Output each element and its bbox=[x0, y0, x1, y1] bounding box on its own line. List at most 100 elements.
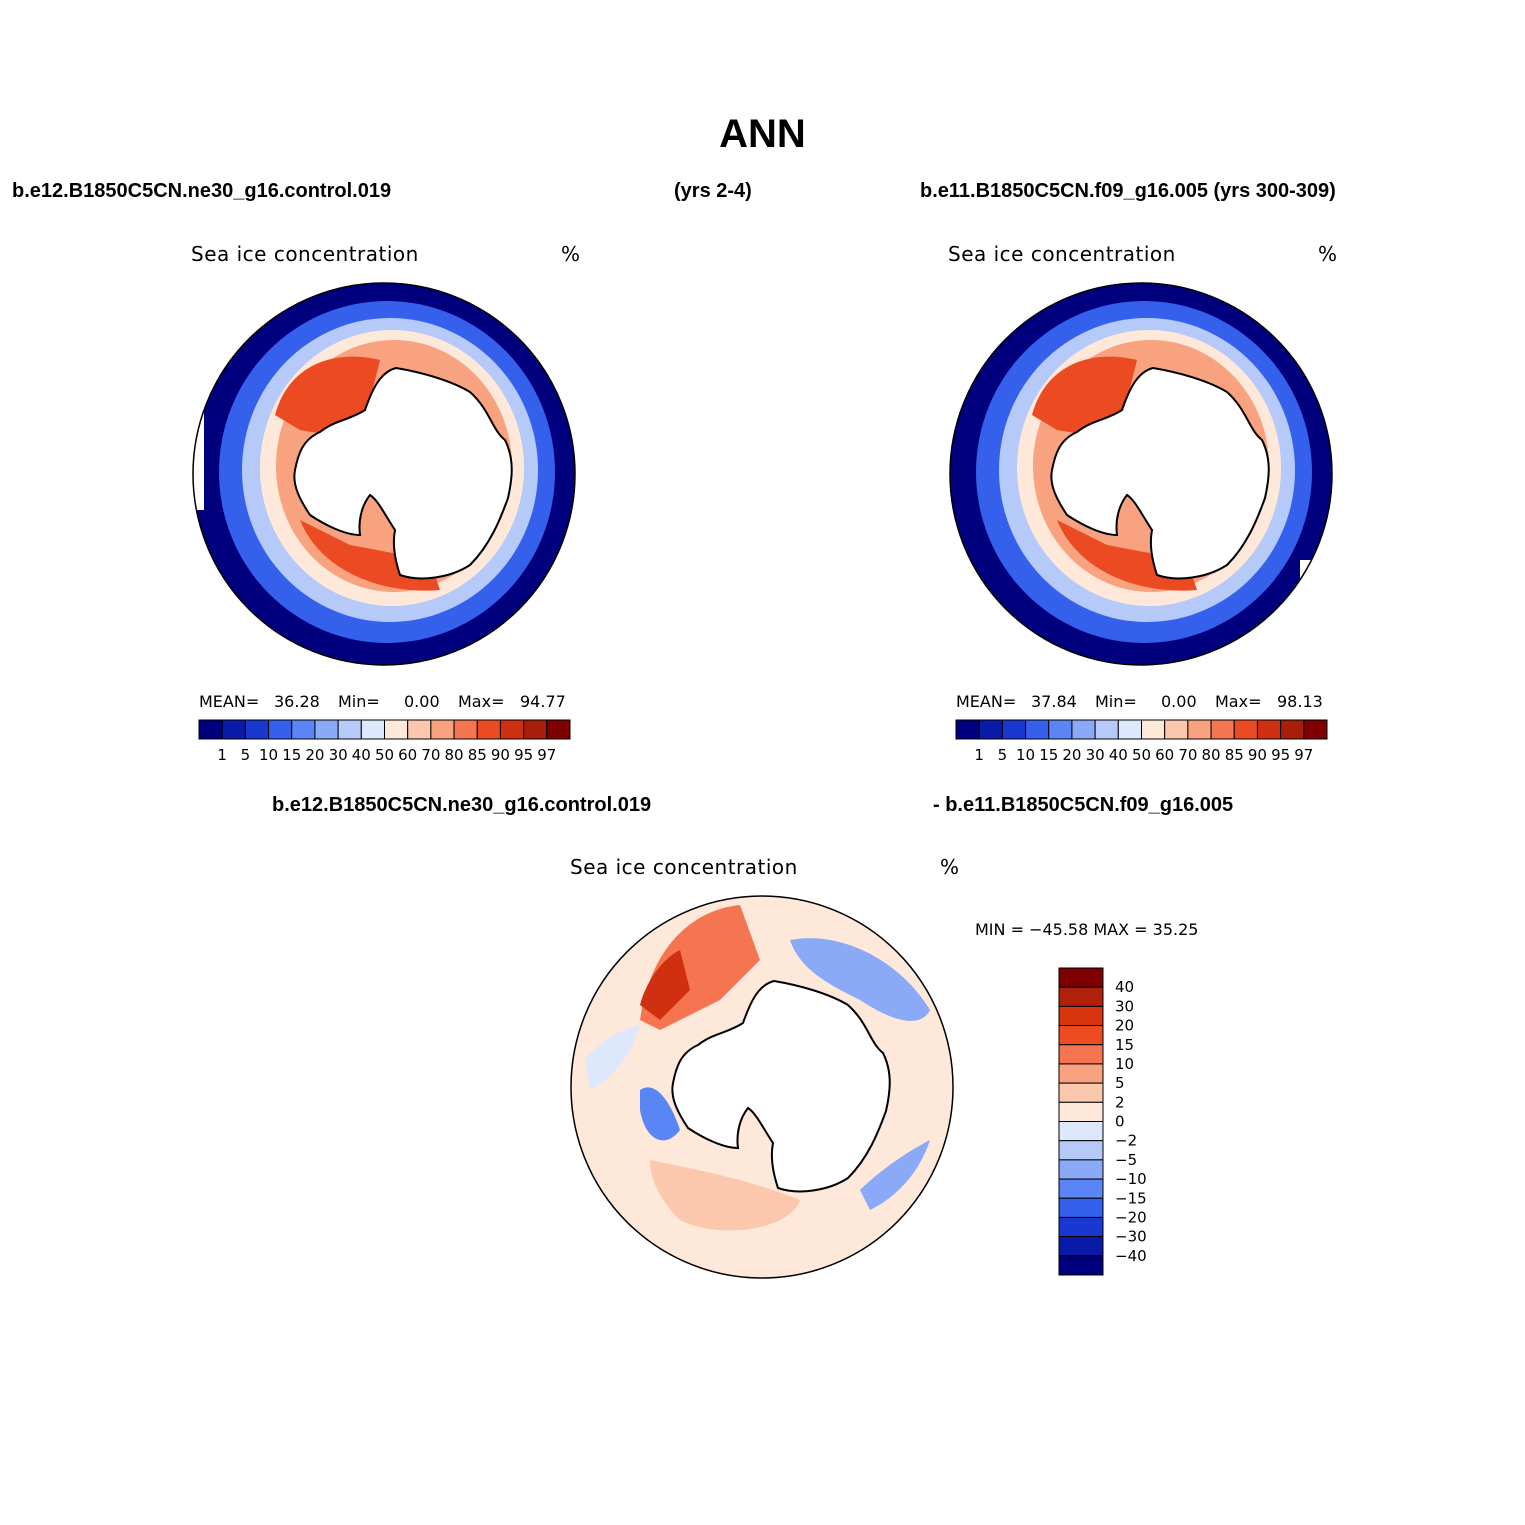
panel1-colorbar-tick-label: 15 bbox=[282, 746, 301, 764]
panel1-mean-value: 36.28 bbox=[274, 692, 320, 711]
panel3-positive-ross bbox=[650, 1160, 800, 1231]
panel1-colorbar-swatch bbox=[337, 719, 362, 740]
panel2-colorbar-swatch bbox=[1025, 719, 1050, 740]
panel1-colorbar-tick-label: 10 bbox=[259, 746, 278, 764]
panel1-colorbar-swatch bbox=[499, 719, 525, 740]
panel1-colorbar-swatch bbox=[268, 719, 293, 740]
panel3-negative-west bbox=[640, 1087, 680, 1141]
panel2-colorbar-tick-label: 60 bbox=[1155, 746, 1174, 764]
panel2-min-label: Min= bbox=[1095, 692, 1137, 711]
panel3-colorbar-swatch bbox=[1058, 1121, 1104, 1142]
panel3-colorbar-swatch bbox=[1058, 967, 1104, 988]
panel1-colorbar-tick-label: 80 bbox=[445, 746, 464, 764]
panel3-colorbar-tick-label: 10 bbox=[1115, 1055, 1134, 1073]
panel3-colorbar-swatch bbox=[1058, 1236, 1104, 1257]
panel1-colorbar-tick-label: 95 bbox=[514, 746, 533, 764]
panel1-variable: Sea ice concentration bbox=[191, 242, 419, 266]
panel2-colorbar-swatch bbox=[1001, 719, 1027, 740]
panel1-colorbar-swatch bbox=[453, 719, 478, 740]
panel3-colorbar-tick-label: −40 bbox=[1115, 1247, 1147, 1265]
panel3-colorbar-swatch bbox=[1058, 1159, 1104, 1180]
panel2-colorbar: 1 5 10 15 20 30 40 50 60 70 80 85 90 95 97 bbox=[955, 719, 1328, 764]
panel2-colorbar-swatch bbox=[1210, 719, 1235, 740]
panel2-units: % bbox=[1318, 242, 1338, 266]
panel2-colorbar-tick-label: 85 bbox=[1225, 746, 1244, 764]
panel1-colorbar-swatch bbox=[221, 719, 246, 740]
panel2-colorbar-tick-label: 10 bbox=[1016, 746, 1035, 764]
panel3-colorbar-tick-label: 5 bbox=[1115, 1074, 1125, 1092]
panel3-colorbar-tick-label: 15 bbox=[1115, 1036, 1134, 1054]
case2-header: b.e11.B1850C5CN.f09_g16.005 (yrs 300-309… bbox=[920, 180, 1336, 202]
panel2-colorbar-tick-label: 80 bbox=[1202, 746, 1221, 764]
panel1-colorbar-tick-label: 85 bbox=[468, 746, 487, 764]
panel3-colorbar-tick-label: 0 bbox=[1115, 1113, 1125, 1131]
panel2-colorbar-swatch bbox=[955, 719, 980, 740]
panel1-colorbar-tick-label: 60 bbox=[398, 746, 417, 764]
panel1-colorbar-tick-label: 40 bbox=[352, 746, 371, 764]
panel2-colorbar-tick-label: 15 bbox=[1039, 746, 1058, 764]
panel1-colorbar-swatch bbox=[430, 719, 455, 740]
panel1-units: % bbox=[561, 242, 581, 266]
panel3-colorbar-swatch bbox=[1058, 1063, 1104, 1084]
panel2-colorbar-swatch bbox=[1048, 719, 1073, 740]
panel2-open-ocean-gap bbox=[1300, 560, 1332, 665]
panel1-map-border bbox=[192, 282, 576, 666]
panel3-colorbar-swatch bbox=[1058, 1216, 1104, 1238]
panel2-colorbar-swatch bbox=[1117, 719, 1142, 740]
panel1-colorbar-tick-label: 90 bbox=[491, 746, 510, 764]
panel1-min-label: Min= bbox=[338, 692, 380, 711]
panel3-colorbar-tick-label: 20 bbox=[1115, 1017, 1134, 1035]
diff-header-right: - b.e11.B1850C5CN.f09_g16.005 bbox=[933, 794, 1234, 816]
panel2-max-value: 98.13 bbox=[1277, 692, 1323, 711]
panel1-colorbar-swatch bbox=[360, 719, 385, 740]
panel3-colorbar-tick-label: −30 bbox=[1115, 1228, 1147, 1246]
panel2-colorbar-tick-label: 70 bbox=[1178, 746, 1197, 764]
panel1-colorbar-tick-label: 30 bbox=[329, 746, 348, 764]
panel2-mean-label: MEAN= bbox=[956, 692, 1017, 711]
panel2-colorbar-tick-label: 40 bbox=[1109, 746, 1128, 764]
panel2-min-value: 0.00 bbox=[1161, 692, 1197, 711]
panel1-colorbar-swatch bbox=[546, 719, 571, 740]
panel1-mean-label: MEAN= bbox=[199, 692, 260, 711]
panel3-map-border bbox=[570, 895, 954, 1279]
panel1-colorbar-swatch bbox=[244, 719, 270, 740]
panel3-colorbar-swatch bbox=[1058, 1082, 1104, 1103]
panel3-minmax: MIN = −45.58 MAX = 35.25 bbox=[975, 920, 1199, 939]
panel1-colorbar-tick-label: 70 bbox=[421, 746, 440, 764]
years-header: (yrs 2-4) bbox=[674, 180, 752, 202]
panel2-colorbar-swatch bbox=[1233, 719, 1258, 740]
panel3-colorbar-swatch bbox=[1058, 1025, 1104, 1046]
panel3-colorbar-swatch bbox=[1058, 1178, 1104, 1199]
panel3-units: % bbox=[940, 855, 960, 879]
panel3-negative-east bbox=[790, 938, 930, 1021]
panel1-colorbar-tick-label: 20 bbox=[305, 746, 324, 764]
panel1-max-value: 94.77 bbox=[520, 692, 566, 711]
panel2-variable: Sea ice concentration bbox=[948, 242, 1176, 266]
panel3-colorbar-swatch bbox=[1058, 1197, 1104, 1218]
panel2-colorbar-tick-label: 30 bbox=[1086, 746, 1105, 764]
panel3-colorbar-swatch bbox=[1058, 1044, 1104, 1065]
panel3-slight-negative bbox=[585, 1025, 640, 1090]
panel3-colorbar-swatch bbox=[1058, 1005, 1104, 1027]
panel1-colorbar-tick-label: 50 bbox=[375, 746, 394, 764]
panel2-map-border bbox=[949, 282, 1333, 666]
panel1-colorbar-tick-label: 5 bbox=[241, 746, 251, 764]
panel2-colorbar-tick-label: 5 bbox=[998, 746, 1008, 764]
figure-title: ANN bbox=[719, 112, 806, 156]
panel2-mean-value: 37.84 bbox=[1031, 692, 1077, 711]
panel3-colorbar-swatch bbox=[1058, 1140, 1104, 1161]
panel1-colorbar-swatch bbox=[407, 719, 432, 740]
panel3-colorbar-tick-label: −15 bbox=[1115, 1189, 1147, 1207]
panel3-colorbar-swatch bbox=[1058, 986, 1104, 1007]
panel2-colorbar-tick-label: 95 bbox=[1271, 746, 1290, 764]
panel1-max-label: Max= bbox=[458, 692, 505, 711]
panel2-colorbar-swatch bbox=[1187, 719, 1212, 740]
panel3-map bbox=[570, 895, 954, 1279]
panel3-colorbar-tick-label: −20 bbox=[1115, 1208, 1147, 1226]
panel2-colorbar-tick-label: 1 bbox=[974, 746, 984, 764]
panel2-antarctica-outline bbox=[1050, 366, 1270, 580]
panel3-positive-core bbox=[640, 950, 690, 1020]
panel3-antarctica-outline bbox=[671, 979, 891, 1193]
panel3-colorbar-tick-label: 40 bbox=[1115, 978, 1134, 996]
